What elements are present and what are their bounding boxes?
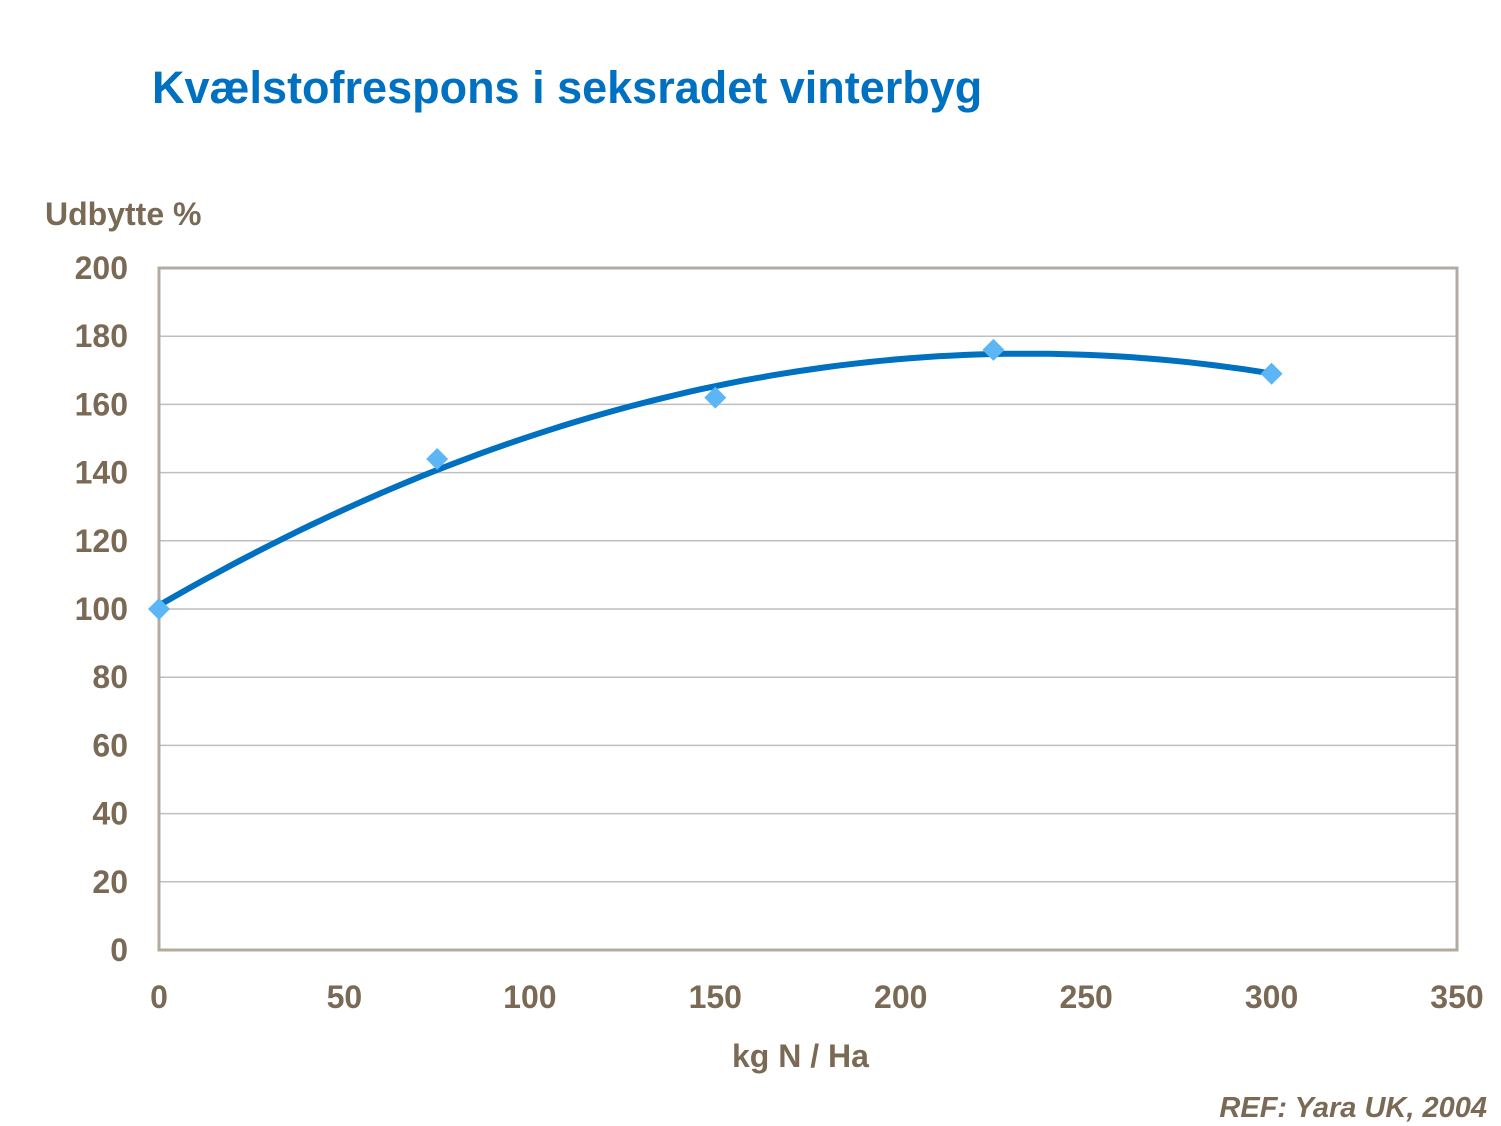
data-point-marker <box>704 386 727 409</box>
data-point-marker <box>1260 362 1283 385</box>
x-tick-label: 150 <box>689 979 742 1015</box>
y-tick-label: 120 <box>75 523 128 559</box>
y-tick-label: 200 <box>75 250 128 286</box>
y-axis-title: Udbytte % <box>45 196 202 232</box>
y-tick-label: 160 <box>75 386 128 422</box>
x-tick-label: 350 <box>1430 979 1483 1015</box>
x-tick-label: 250 <box>1059 979 1112 1015</box>
x-tick-label: 300 <box>1245 979 1298 1015</box>
y-tick-label: 60 <box>92 727 128 763</box>
y-tick-label: 100 <box>75 591 128 627</box>
y-tick-label: 180 <box>75 318 128 354</box>
gridlines <box>159 335 1457 883</box>
x-tick-label: 200 <box>874 979 927 1015</box>
data-point-marker <box>426 447 449 470</box>
y-tick-label: 80 <box>92 659 128 695</box>
data-point-marker <box>148 598 170 620</box>
y-tick-label: 40 <box>92 796 128 832</box>
y-tick-labels: 0 20 40 60 80 100 120 140 160 180 200 <box>75 250 128 968</box>
y-tick-label: 20 <box>92 864 128 900</box>
x-tick-labels: 0 50 100 150 200 250 300 350 <box>150 979 1484 1015</box>
data-point-marker <box>982 338 1005 361</box>
trendline <box>156 350 1275 609</box>
y-tick-label: 140 <box>75 455 128 491</box>
x-tick-label: 50 <box>327 979 363 1015</box>
y-tick-label: 0 <box>110 932 128 968</box>
data-points <box>148 338 1283 620</box>
x-tick-label: 0 <box>150 979 168 1015</box>
x-tick-label: 100 <box>503 979 556 1015</box>
x-axis-title: kg N / Ha <box>732 1038 869 1074</box>
reference-note: REF: Yara UK, 2004 <box>1219 1092 1487 1124</box>
chart-title: Kvælstofrespons i seksradet vinterbyg <box>152 62 983 113</box>
